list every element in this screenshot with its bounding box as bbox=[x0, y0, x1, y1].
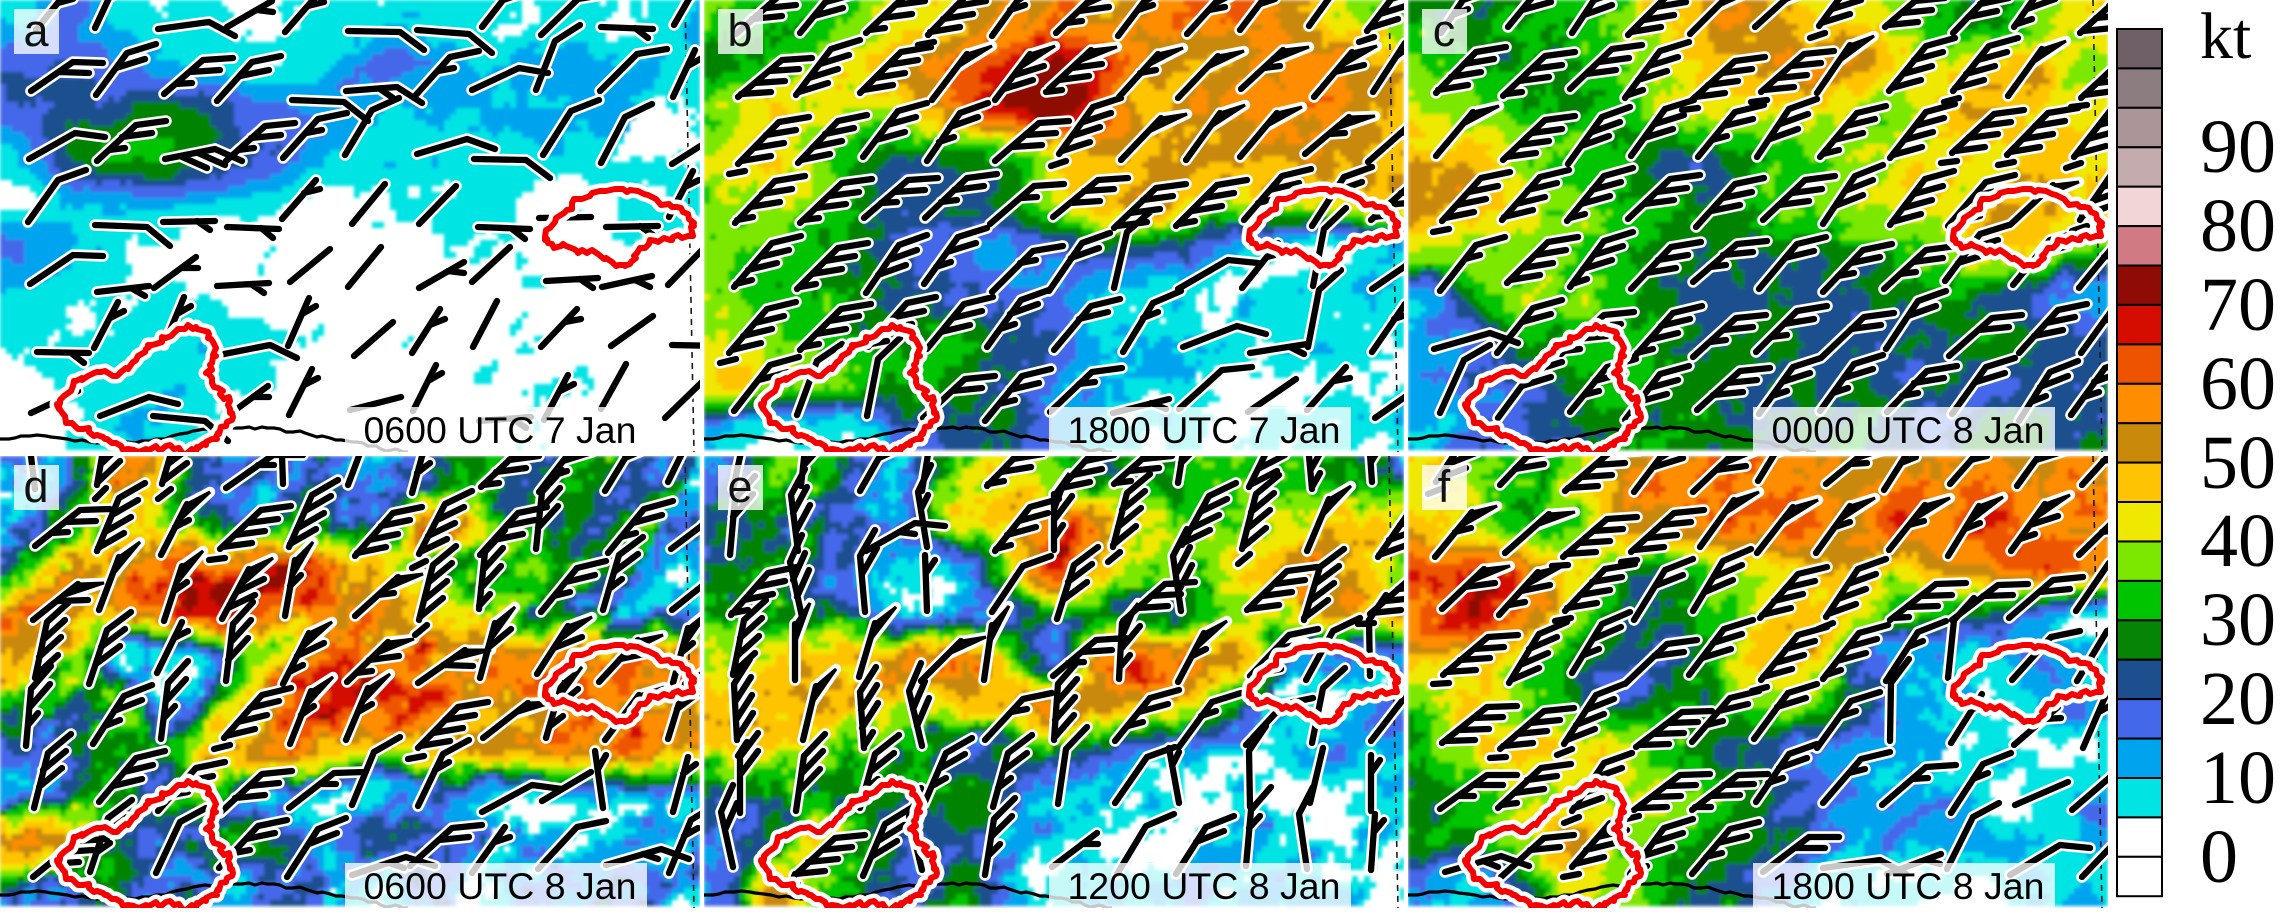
svg-text:0600 UTC 8 Jan: 0600 UTC 8 Jan bbox=[363, 865, 636, 907]
svg-text:a: a bbox=[23, 5, 49, 56]
svg-text:0600 UTC 7 Jan: 0600 UTC 7 Jan bbox=[363, 409, 636, 451]
svg-text:kt: kt bbox=[2200, 0, 2251, 73]
svg-text:30: 30 bbox=[2200, 578, 2276, 662]
svg-text:70: 70 bbox=[2200, 263, 2276, 347]
svg-text:1800 UTC 8 Jan: 1800 UTC 8 Jan bbox=[1771, 865, 2044, 907]
svg-text:1200 UTC 8 Jan: 1200 UTC 8 Jan bbox=[1067, 865, 1340, 907]
svg-text:60: 60 bbox=[2200, 342, 2276, 426]
svg-text:90: 90 bbox=[2200, 105, 2276, 189]
svg-text:1800 UTC 7 Jan: 1800 UTC 7 Jan bbox=[1067, 409, 1340, 451]
svg-text:c: c bbox=[1433, 5, 1456, 56]
svg-text:0000 UTC 8 Jan: 0000 UTC 8 Jan bbox=[1771, 409, 2044, 451]
svg-text:50: 50 bbox=[2200, 421, 2276, 505]
svg-text:d: d bbox=[23, 461, 48, 512]
svg-text:b: b bbox=[727, 5, 752, 56]
svg-text:80: 80 bbox=[2200, 184, 2276, 268]
svg-text:f: f bbox=[1438, 461, 1451, 512]
svg-text:10: 10 bbox=[2200, 736, 2276, 820]
svg-text:20: 20 bbox=[2200, 657, 2276, 741]
svg-text:0: 0 bbox=[2200, 815, 2238, 899]
svg-text:40: 40 bbox=[2200, 499, 2276, 583]
svg-text:e: e bbox=[727, 461, 752, 512]
